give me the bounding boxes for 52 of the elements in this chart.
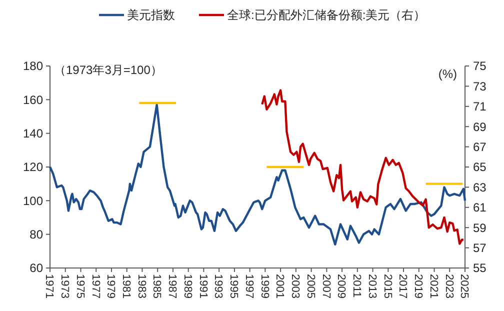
x-tick-label: 1971 [43,274,56,298]
x-tick-label: 1993 [212,274,224,298]
legend-label: 全球:已分配外汇储备份额:美元（右） [227,8,426,22]
x-tick-label: 2005 [304,274,316,298]
x-tick-label: 2011 [350,274,363,298]
x-tick-label: 1987 [166,274,178,298]
x-tick-label: 1983 [135,274,148,298]
x-tick-label: 2003 [289,274,302,298]
x-tick-label: 1979 [104,274,117,298]
x-tick-label: 1977 [89,274,102,298]
y2-tick-label: 73 [473,79,487,94]
y2-tick-label: 55 [473,261,487,276]
y2-tick-label: 57 [473,241,487,255]
x-tick-label: 2013 [366,274,378,298]
x-tick-label: 2019 [412,274,424,298]
y2-tick-label: 67 [473,140,487,154]
y2-tick-label: 61 [473,200,487,215]
x-tick-label: 1995 [228,274,240,298]
y-tick-label: 100 [22,194,44,208]
x-tick-label: 2025 [458,274,470,298]
y2-tick-label: 75 [473,59,487,74]
y-tick-label: 60 [30,261,44,276]
annotation: (%) [438,67,457,82]
x-tick-label: 2015 [381,274,394,298]
y-tick-label: 180 [22,59,44,74]
y-tick-label: 140 [22,126,44,141]
x-tick-label: 1999 [258,274,270,298]
y-tick-label: 120 [22,160,44,174]
y2-tick-label: 71 [473,100,487,114]
line-series [261,89,465,245]
y2-tick-label: 65 [473,160,487,174]
x-tick-label: 1973 [58,274,71,298]
legend-label: 美元指数 [127,8,175,22]
annotation: （1973年3月=100） [54,63,162,78]
x-tick-label: 1997 [242,274,255,298]
x-tick-label: 1981 [120,274,132,298]
y-tick-label: 80 [30,228,44,242]
y2-tick-label: 63 [473,180,487,194]
x-tick-label: 1975 [74,274,86,298]
y-tick-label: 160 [22,92,44,107]
line-series [48,104,466,246]
x-tick-label: 2021 [427,274,440,298]
x-tick-label: 2001 [274,274,286,298]
x-tick-label: 1991 [196,274,209,298]
x-tick-label: 2009 [335,274,348,298]
y2-tick-label: 69 [473,120,487,134]
x-tick-label: 2023 [442,274,455,298]
x-tick-label: 1985 [150,274,163,298]
x-tick-label: 2017 [396,274,409,298]
y2-tick-label: 59 [473,220,487,235]
x-tick-label: 1989 [181,274,194,298]
x-tick-label: 2007 [320,274,332,298]
